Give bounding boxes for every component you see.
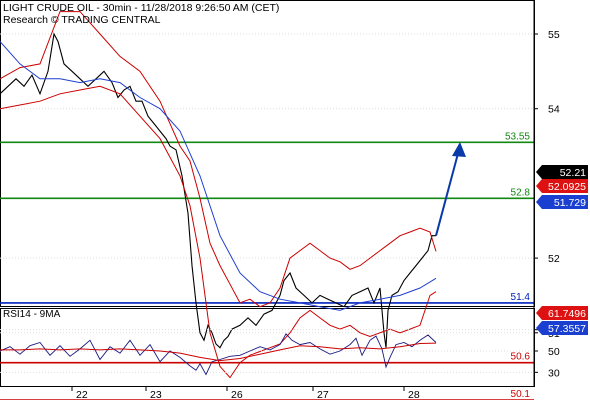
rsi-last-value-rsi-ma-box xyxy=(542,321,588,335)
x-tick-label-4: 28 xyxy=(408,389,420,400)
last-value-moving-average-box xyxy=(542,195,588,209)
price-tick-label-1: 54 xyxy=(548,104,560,116)
series-bollinger-lower xyxy=(0,85,437,379)
last-value-last-price-label: 52.21 xyxy=(560,167,586,179)
x-tick-label-0: 22 xyxy=(76,389,88,400)
last-value-moving-average-pointer xyxy=(536,195,542,209)
rsi-tick-label-2: 30 xyxy=(548,367,560,379)
series-bollinger-upper xyxy=(0,11,437,308)
last-value-upper-band-label: 52.0925 xyxy=(548,181,586,193)
chart-title: LIGHT CRUDE OIL - 30min - 11/28/2018 9:2… xyxy=(3,2,280,14)
level-label-4: 50.1 xyxy=(511,389,531,400)
rsi-last-value-rsi-box xyxy=(542,306,588,320)
chart-subtitle: Research © TRADING CENTRAL xyxy=(3,14,161,26)
price-tick-label-0: 55 xyxy=(548,29,560,41)
rsi-panel-frame xyxy=(0,308,535,387)
forecast-arrow-head xyxy=(452,142,466,158)
x-tick-label-1: 23 xyxy=(150,389,162,400)
rsi-last-value-rsi-label: 61.7496 xyxy=(548,308,586,320)
last-value-upper-band-pointer xyxy=(536,179,542,193)
last-value-last-price-pointer xyxy=(536,165,542,179)
series-rsi-ma xyxy=(0,342,437,362)
rsi-panel-title: RSI14 - 9MA xyxy=(3,309,61,320)
level-label-3: 50.6 xyxy=(511,352,531,363)
last-value-last-price-box xyxy=(542,165,588,179)
series-moving-average xyxy=(0,41,437,311)
x-tick-label-3: 27 xyxy=(317,389,329,400)
last-value-upper-band-box xyxy=(542,179,588,193)
rsi-last-value-rsi-ma-label: 57.3557 xyxy=(548,323,586,335)
series-price xyxy=(0,32,436,349)
rsi-last-value-rsi-pointer xyxy=(536,306,542,320)
last-value-moving-average-label: 51.729 xyxy=(554,197,586,209)
rsi-tick-label-1: 50 xyxy=(548,346,560,358)
x-tick-label-2: 26 xyxy=(231,389,243,400)
forecast-arrow-shaft xyxy=(435,145,461,236)
level-label-2: 51.4 xyxy=(511,292,531,303)
rsi-last-value-rsi-ma-pointer xyxy=(536,321,542,335)
price-tick-label-2: 52 xyxy=(548,253,560,265)
series-rsi xyxy=(0,333,437,376)
level-label-1: 52.8 xyxy=(511,187,531,198)
level-label-0: 53.55 xyxy=(505,131,530,142)
